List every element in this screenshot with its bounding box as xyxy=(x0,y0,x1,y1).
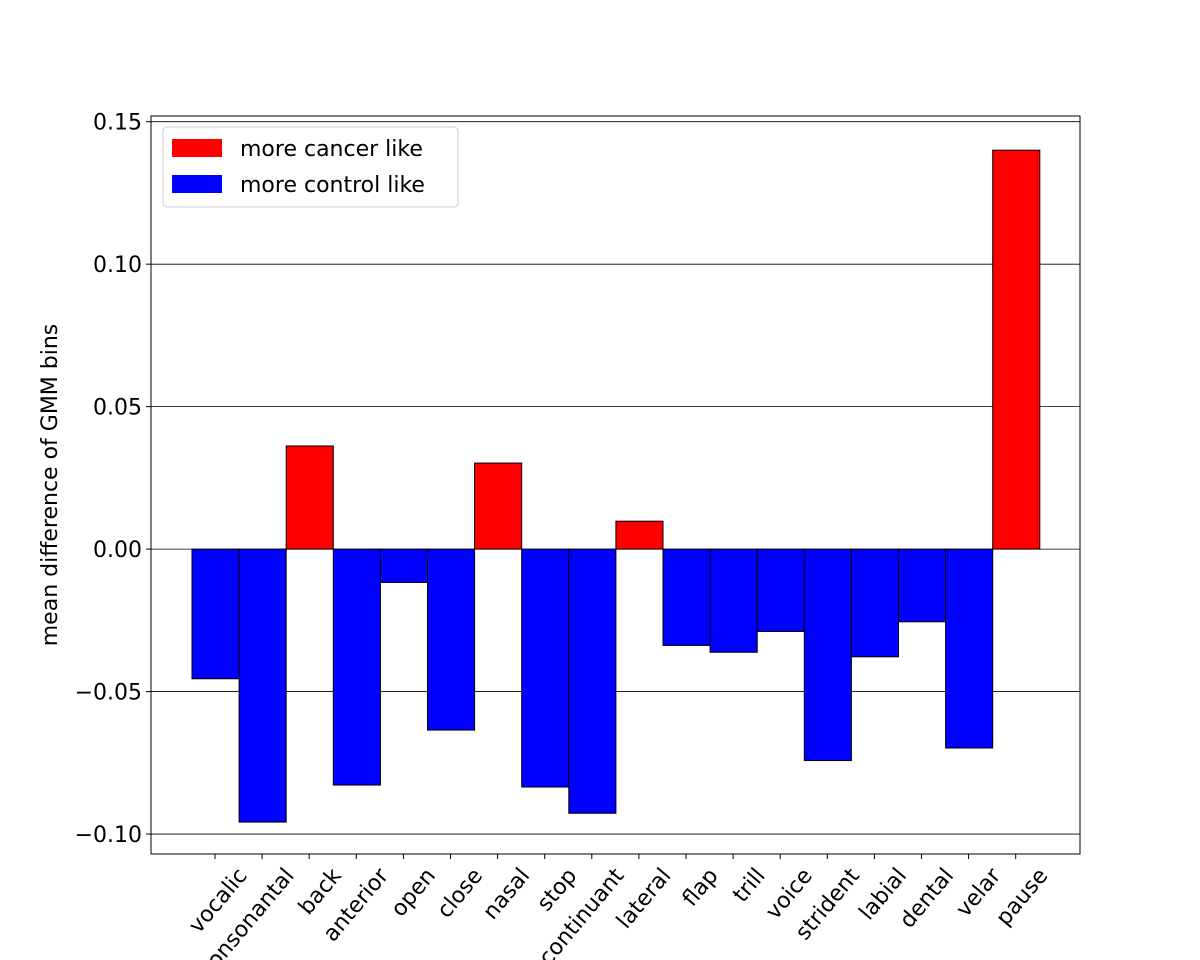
bar-dental xyxy=(898,548,947,623)
bar-labial xyxy=(850,548,900,658)
bar-strident xyxy=(803,548,852,762)
bar-nasal xyxy=(474,462,523,550)
legend-box xyxy=(162,126,459,208)
x-tick-label: open xyxy=(387,864,441,922)
y-tick-label: −0.10 xyxy=(75,823,142,848)
bar-trill xyxy=(709,548,758,653)
x-tick-label: close xyxy=(433,864,489,923)
plot-frame xyxy=(150,115,1081,855)
legend: more cancer like more control like xyxy=(162,126,459,208)
y-tick-label: 0.10 xyxy=(93,253,142,278)
bar-pause xyxy=(992,149,1041,550)
bars xyxy=(191,149,1041,823)
bar-voice xyxy=(756,548,805,632)
bar-back xyxy=(285,445,334,550)
y-tick-label: 0.15 xyxy=(93,111,142,136)
x-axis-ticks: vocalicconsonantalbackanterioropenclosen… xyxy=(184,854,1053,960)
bar-velar xyxy=(945,548,994,749)
x-tick-label: pause xyxy=(991,864,1053,931)
bar-flap xyxy=(662,548,711,646)
y-tick-label: 0.05 xyxy=(93,396,142,421)
bar-stop xyxy=(521,548,570,788)
bar-lateral xyxy=(615,520,664,550)
bar-anterior xyxy=(332,548,381,786)
legend-swatch-cancer xyxy=(172,139,222,157)
legend-swatch-control xyxy=(172,175,222,193)
y-axis-label: mean difference of GMM bins xyxy=(38,324,63,647)
y-tick-label: −0.05 xyxy=(75,681,142,706)
bar-continuant xyxy=(568,548,617,814)
y-axis-ticks: −0.10 −0.05 0.00 0.05 0.10 0.15 xyxy=(75,111,151,848)
bar-vocalic xyxy=(191,548,240,680)
x-tick-label: trill xyxy=(728,864,770,908)
x-tick-label: flap xyxy=(678,864,724,912)
legend-label-control: more control like xyxy=(240,173,425,198)
x-tick-label: nasal xyxy=(478,864,535,925)
bar-open xyxy=(379,548,428,583)
y-tick-label: 0.00 xyxy=(93,538,142,563)
bar-close xyxy=(427,548,476,731)
bar-consonantal xyxy=(238,548,287,823)
legend-label-cancer: more cancer like xyxy=(240,137,423,162)
